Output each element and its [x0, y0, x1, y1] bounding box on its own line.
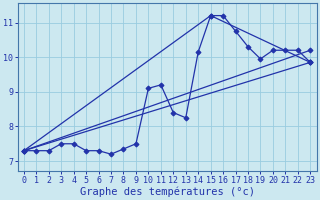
- X-axis label: Graphe des températures (°c): Graphe des températures (°c): [80, 186, 255, 197]
